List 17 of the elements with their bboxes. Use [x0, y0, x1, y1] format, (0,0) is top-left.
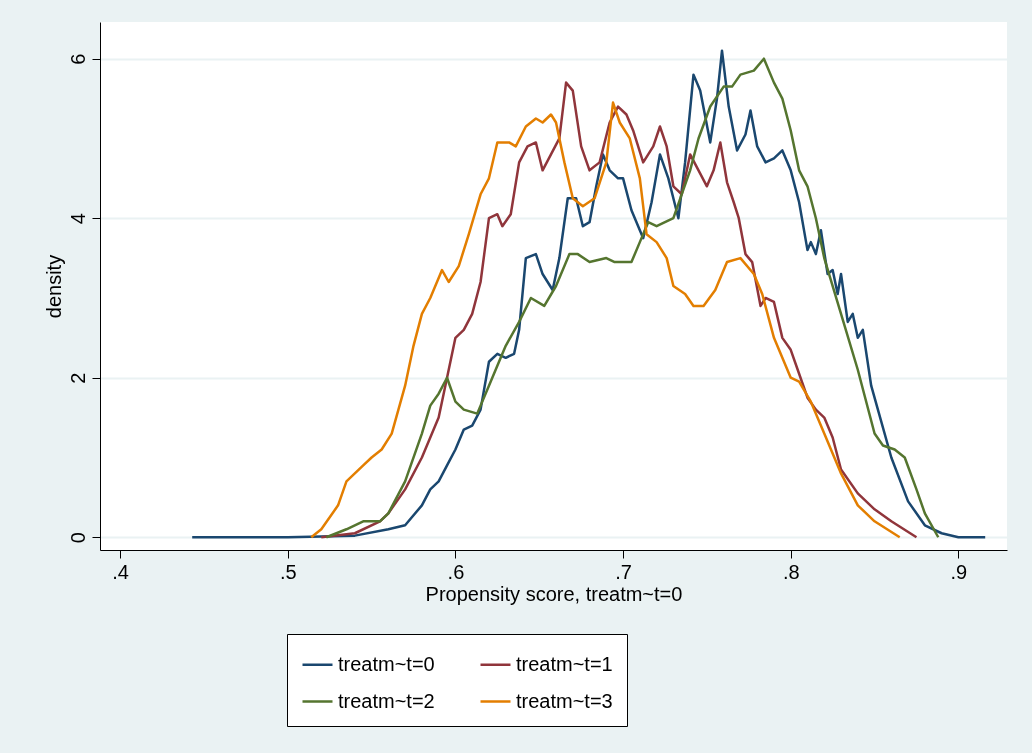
- x-tick-label: .8: [782, 560, 800, 583]
- x-tick-label: .9: [950, 560, 968, 583]
- y-axis-title: density: [42, 254, 65, 319]
- line-series: [190, 49, 987, 539]
- legend-label: treatm~t=0: [338, 652, 435, 675]
- x-tick-label: .6: [447, 560, 465, 583]
- y-tick-label: 0: [66, 532, 89, 544]
- x-tick-label: .5: [279, 560, 297, 583]
- x-tick-label: .7: [615, 560, 632, 583]
- x-axis-title: Propensity score, treatm~t=0: [425, 582, 683, 605]
- y-tick-label: 4: [66, 213, 89, 225]
- x-tick-label: .4: [112, 560, 129, 583]
- legend-label: treatm~t=2: [338, 689, 435, 712]
- legend-label: treatm~t=1: [516, 652, 613, 675]
- y-tick-label: 2: [66, 372, 89, 384]
- legend-label: treatm~t=3: [516, 689, 613, 712]
- y-tick-label: 6: [66, 53, 89, 65]
